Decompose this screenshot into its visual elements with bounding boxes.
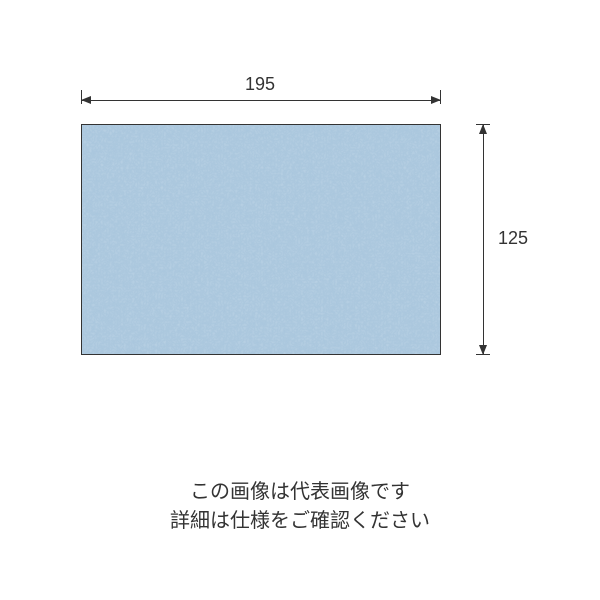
caption: この画像は代表画像です 詳細は仕様をご確認ください [0,478,600,536]
width-arrow-left [81,96,91,104]
material-rectangle [81,124,441,355]
width-line [81,100,441,101]
height-arrow-top [479,124,487,134]
width-arrow-right [431,96,441,104]
width-label: 195 [220,74,300,95]
height-label: 125 [498,228,548,249]
height-line [483,124,484,355]
height-arrow-bottom [479,345,487,355]
caption-line1: この画像は代表画像です [0,478,600,507]
caption-line2: 詳細は仕様をご確認ください [0,507,600,536]
diagram-canvas: 195 125 この画像は代表画像です 詳細は仕様をご確認ください [0,0,600,600]
